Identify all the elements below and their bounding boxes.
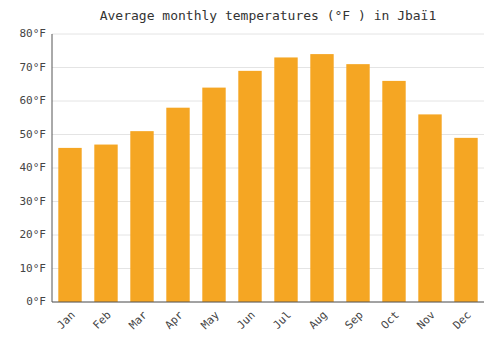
y-tick-label: 80°F <box>20 27 47 40</box>
y-tick-label: 30°F <box>20 195 47 208</box>
y-tick-label: 60°F <box>20 94 47 107</box>
x-tick-label: Jul <box>271 309 294 332</box>
grid-line <box>52 101 484 102</box>
grid-line <box>52 34 484 35</box>
bar <box>418 114 441 302</box>
y-tick-label: 50°F <box>20 128 47 141</box>
y-tick-label: 70°F <box>20 61 47 74</box>
x-tick-label: Jun <box>235 309 258 332</box>
bar <box>274 57 297 302</box>
x-tick-label: Apr <box>163 308 187 332</box>
y-axis-line <box>52 34 53 302</box>
x-tick-label: Mar <box>127 308 151 332</box>
x-tick-label: Dec <box>451 309 474 332</box>
grid <box>52 34 484 302</box>
y-tick-label: 10°F <box>20 262 47 275</box>
x-tick-label: Oct <box>379 309 402 332</box>
y-tick-label: 20°F <box>20 228 47 241</box>
bar <box>94 145 117 302</box>
chart: 0°F 10°F 20°F 30°F 40°F 50°F 60°F 70°F 80°F Jan Fe… <box>0 0 500 350</box>
bar <box>382 81 405 302</box>
x-tick-label: Sep <box>343 309 366 332</box>
bar <box>202 88 225 302</box>
bar <box>346 64 369 302</box>
x-axis-line <box>52 302 484 303</box>
bar <box>166 108 189 302</box>
bar <box>310 54 333 302</box>
bars <box>58 54 477 302</box>
bar <box>58 148 81 302</box>
x-tick-label: Aug <box>307 309 330 332</box>
y-tick-label: 0°F <box>26 295 46 308</box>
title: Average monthly temperatures (°F ) in Jb… <box>100 8 437 23</box>
grid-line <box>52 302 484 303</box>
y-axis: 0°F 10°F 20°F 30°F 40°F 50°F 60°F 70°F 80°F <box>20 27 47 308</box>
x-axis: Jan Feb Mar Apr May Jun Jul Aug Sep Oct Nov Dec <box>55 308 474 332</box>
grid-line <box>52 67 484 68</box>
x-tick-label: Feb <box>91 309 114 332</box>
y-tick-label: 40°F <box>20 161 47 174</box>
x-tick-label: Jan <box>55 309 78 332</box>
x-tick-label: Nov <box>415 308 439 332</box>
bar <box>130 131 153 302</box>
x-tick-label: May <box>199 308 223 332</box>
bar <box>238 71 261 302</box>
bar <box>454 138 477 302</box>
